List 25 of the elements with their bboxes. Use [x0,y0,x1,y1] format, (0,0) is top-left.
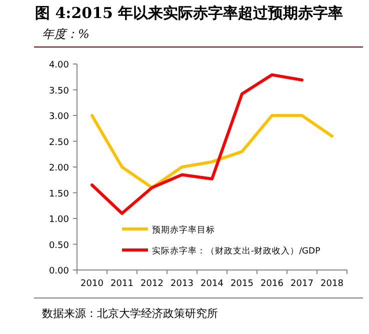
y-tick-label: 4.00 [48,60,70,70]
x-tick-label: 2011 [110,279,134,289]
x-tick-label: 2018 [320,279,344,289]
y-tick-label: 2.50 [48,138,70,148]
line-series [90,73,304,215]
x-tick-label: 2014 [200,279,224,289]
line-series [90,114,334,190]
x-tick-label: 2013 [170,279,194,289]
x-tick-label: 2017 [290,279,314,289]
y-tick-label: 3.50 [48,86,70,96]
y-tick-label: 3.00 [48,112,70,122]
y-tick-label: 0.00 [48,266,70,276]
x-tick-label: 2015 [230,279,254,289]
chart-title: 图 4:2015 年以来实际赤字率超过预期赤字率 [35,4,344,22]
source-note: 数据来源：北京大学经济政策研究所 [42,307,218,320]
x-tick-label: 2016 [260,279,284,289]
y-tick-label: 2.00 [48,164,70,174]
legend-label: 预期赤字率目标 [152,224,215,236]
legend-label: 实际赤字率：（财政支出-财政收入）/GDP [152,246,320,256]
x-tick-label: 2010 [80,279,104,289]
chart-subtitle: 年度：% [42,27,90,41]
y-tick-label: 0.50 [48,240,70,251]
y-tick-label: 1.50 [48,189,70,200]
y-tick-label: 1.00 [48,215,70,225]
x-tick-label: 2012 [140,279,164,289]
